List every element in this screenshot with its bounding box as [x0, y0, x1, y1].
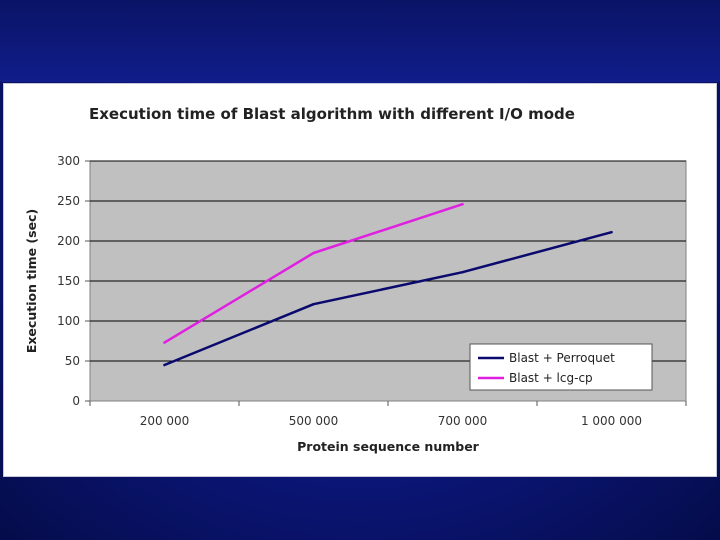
series-line-blast-perroquet [163, 230, 613, 367]
x-tick-label: 1 000 000 [581, 414, 642, 428]
data-point-blast-perroquet [461, 271, 464, 274]
data-point-blast-lcg-cp [163, 341, 166, 344]
x-axis-label: Protein sequence number [297, 439, 480, 454]
x-axis-ticks: 200 000 500 000 700 000 1 000 000 [89, 401, 687, 428]
data-point-blast-lcg-cp [461, 203, 464, 206]
x-tick-label: 200 000 [140, 414, 190, 428]
legend-label-perroquet: Blast + Perroquet [509, 351, 615, 365]
data-point-blast-perroquet [312, 303, 315, 306]
series-lines [163, 202, 613, 367]
legend: Blast + Perroquet Blast + lcg-cp [469, 343, 653, 391]
y-tick-label: 150 [57, 274, 80, 288]
data-point-blast-perroquet [163, 363, 166, 367]
slide-header-band [0, 0, 720, 82]
y-tick-label: 200 [57, 234, 80, 248]
data-point-blast-perroquet [610, 231, 613, 234]
y-tick-label: 250 [57, 194, 80, 208]
x-tick-label: 700 000 [438, 414, 488, 428]
data-point-blast-lcg-cp [312, 251, 315, 255]
y-tick-label: 300 [57, 154, 80, 168]
y-tick-label: 0 [72, 394, 80, 408]
chart-panel: Execution time of Blast algorithm with d… [4, 84, 716, 476]
y-tick-label: 100 [57, 314, 80, 328]
chart-title: Execution time of Blast algorithm with d… [89, 105, 575, 123]
legend-label-lcg-cp: Blast + lcg-cp [509, 371, 593, 385]
y-axis-label: Execution time (sec) [24, 209, 39, 353]
legend-box [469, 343, 653, 391]
x-tick-label: 500 000 [289, 414, 339, 428]
y-axis-ticks: 0 50 100 150 200 250 300 [57, 154, 90, 408]
line-chart: Execution time of Blast algorithm with d… [24, 105, 687, 454]
y-tick-label: 50 [65, 354, 80, 368]
